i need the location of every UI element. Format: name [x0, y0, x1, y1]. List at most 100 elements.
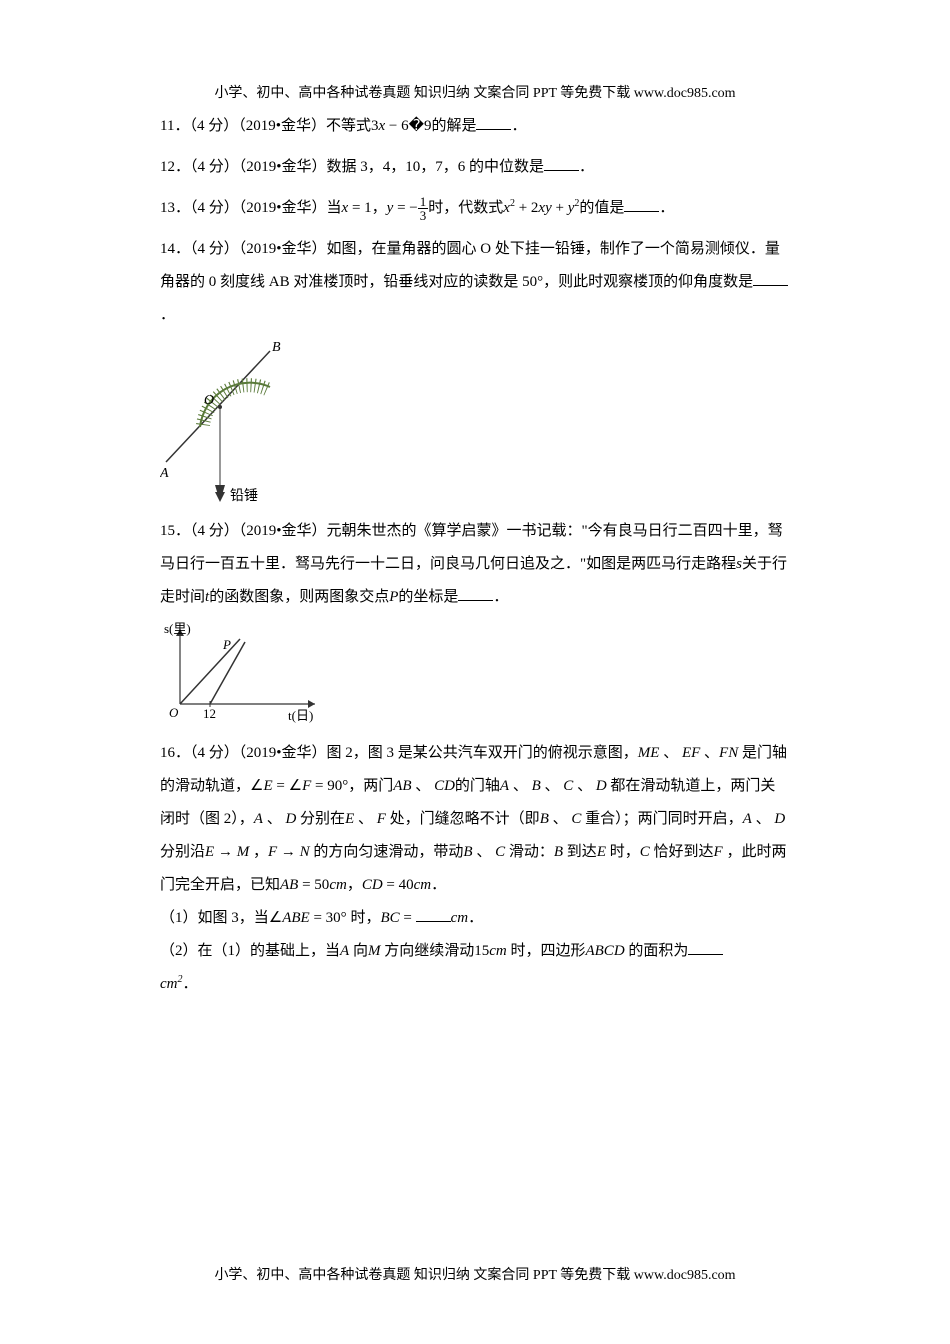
q16-C2: C — [571, 811, 581, 827]
t14: 时， — [606, 844, 640, 860]
label-weight: 铅锤 — [230, 488, 258, 504]
q16-FN: FN — [719, 745, 738, 761]
q16-p1-pre: （1）如图 3，当 — [160, 910, 269, 926]
q16-p2-t2: 方向继续滑动 — [380, 943, 474, 959]
blank — [458, 586, 493, 601]
blank — [688, 940, 723, 955]
t7: 处，门缝忽略不计（即 — [386, 811, 540, 827]
q16-BC: BC — [380, 910, 399, 926]
t2: ，两门 — [348, 778, 393, 794]
question-14: 14．（4 分）（2019•金华）如图，在量角器的圆心 O 处下挂一铅锤，制作了… — [160, 233, 790, 507]
q16-ME: ME — [638, 745, 660, 761]
q11-expr: 3x − 6�9 — [371, 118, 432, 134]
blank — [476, 115, 511, 130]
q16-cd40: CD = 40cm — [362, 877, 431, 893]
q16-C4: C — [640, 844, 650, 860]
q16-p2-15: 15cm — [474, 943, 507, 959]
t11: 的方向匀速滑动，带动 — [310, 844, 464, 860]
q11-suffix: ． — [511, 118, 526, 134]
page-footer: 小学、初中、高中各种试卷真题 知识归纳 文案合同 PPT 等免费下载 www.d… — [0, 1264, 950, 1284]
question-13: 13．（4 分）（2019•金华）当x = 1，y = −13时，代数式x2 +… — [160, 192, 790, 225]
figure-graph: s(里) t(日) O 12 P — [160, 619, 790, 729]
blank — [624, 197, 659, 212]
q13-eq1: = 1 — [348, 200, 371, 216]
question-11: 11．（4 分）（2019•金华）不等式3x − 6�9的解是 ． — [160, 110, 790, 143]
q16-angle: ∠E = ∠F = 90° — [250, 778, 348, 794]
q16-cm2: cm2 — [160, 976, 183, 992]
q16-C3: C — [495, 844, 505, 860]
q15-P: P — [389, 589, 398, 605]
q16-p2-A: A — [340, 943, 349, 959]
q16-AB: AB — [393, 778, 411, 794]
q16-B4: B — [554, 844, 563, 860]
blank — [544, 156, 579, 171]
q16-prefix: 16．（4 分）（2019•金华）图 2，图 3 是某公共汽车双开门的俯视示意图… — [160, 745, 638, 761]
label-O: O — [204, 393, 214, 408]
q16-F2: F — [714, 844, 723, 860]
q15-text: 15．（4 分）（2019•金华）元朝朱世杰的《算学启蒙》一书记载："今有良马日… — [160, 523, 783, 572]
label-P-graph: P — [222, 637, 231, 652]
q16-cm: cm — [451, 910, 469, 926]
q16-p2-end: ． — [183, 976, 198, 992]
t18: ． — [431, 877, 446, 893]
q11-mid: 的解是 — [431, 118, 476, 134]
q16-p2-pre: （2）在（1）的基础上，当 — [160, 943, 340, 959]
label-O-graph: O — [169, 705, 179, 720]
sep: 、 — [700, 745, 719, 761]
blank — [753, 271, 788, 286]
q16-p1-mid: 时， — [347, 910, 381, 926]
q16-p2-ABCD: ABCD — [585, 943, 624, 959]
q12-suffix: ． — [579, 159, 594, 175]
question-16: 16．（4 分）（2019•金华）图 2，图 3 是某公共汽车双开门的俯视示意图… — [160, 737, 790, 1001]
q16-B2: B — [540, 811, 549, 827]
q16-angle30: ∠ABE = 30° — [269, 910, 347, 926]
sep: 、 — [549, 811, 572, 827]
sep: 、 — [263, 811, 286, 827]
q16-p2-M: M — [368, 943, 381, 959]
q16-CD: CD — [434, 778, 455, 794]
t13: 到达 — [563, 844, 597, 860]
sep: 、 — [473, 844, 496, 860]
q16-D2: D — [285, 811, 296, 827]
axis-x-label: t(日) — [288, 708, 313, 723]
q14-suffix: ． — [160, 307, 175, 323]
q11-prefix: 11．（4 分）（2019•金华）不等式 — [160, 118, 371, 134]
q16-p2-t4: 的面积为 — [625, 943, 689, 959]
sep: 、 — [752, 811, 775, 827]
q13-eq2: = − — [393, 200, 417, 216]
t6: 分别在 — [296, 811, 345, 827]
q16-p1-eq: = — [400, 910, 416, 926]
q16-B: B — [532, 778, 541, 794]
t12: 滑动： — [505, 844, 554, 860]
q16-D3: D — [774, 811, 785, 827]
sep: 、 — [541, 778, 564, 794]
q13-expr: x2 + 2xy + y2 — [503, 200, 579, 216]
t9: 分别沿 — [160, 844, 205, 860]
page-header: 小学、初中、高中各种试卷真题 知识归纳 文案合同 PPT 等免费下载 www.d… — [0, 82, 950, 102]
question-12: 12．（4 分）（2019•金华）数据 3，4，10，7，6 的中位数是 ． — [160, 151, 790, 184]
q15-suffix: ． — [493, 589, 508, 605]
q16-p2-t1: 向 — [349, 943, 368, 959]
q15-end: 的坐标是 — [398, 589, 458, 605]
sep: 、 — [659, 745, 682, 761]
q13-end: 的值是 — [579, 200, 624, 216]
q13-suffix: ． — [659, 200, 674, 216]
q13-prefix: 13．（4 分）（2019•金华）当 — [160, 200, 342, 216]
q12-text: 12．（4 分）（2019•金华）数据 3，4，10，7，6 的中位数是 — [160, 159, 544, 175]
q15-mid2: 的函数图象，则两图象交点 — [209, 589, 389, 605]
q16-E: E — [345, 811, 354, 827]
q16-A: A — [500, 778, 509, 794]
t17: ， — [347, 877, 362, 893]
sep: 、 — [354, 811, 377, 827]
t4: 的门轴 — [455, 778, 500, 794]
q16-F: F — [377, 811, 386, 827]
blank — [416, 907, 451, 922]
label-B: B — [272, 340, 281, 355]
content-area: 11．（4 分）（2019•金华）不等式3x − 6�9的解是 ． 12．（4 分… — [160, 110, 790, 1001]
q16-p2-t3: 时，四边形 — [507, 943, 586, 959]
q16-E2: E — [597, 844, 606, 860]
q16-A3: A — [743, 811, 752, 827]
tick-12: 12 — [203, 706, 216, 721]
q13-sep1: ， — [372, 200, 387, 216]
q16-C: C — [563, 778, 573, 794]
